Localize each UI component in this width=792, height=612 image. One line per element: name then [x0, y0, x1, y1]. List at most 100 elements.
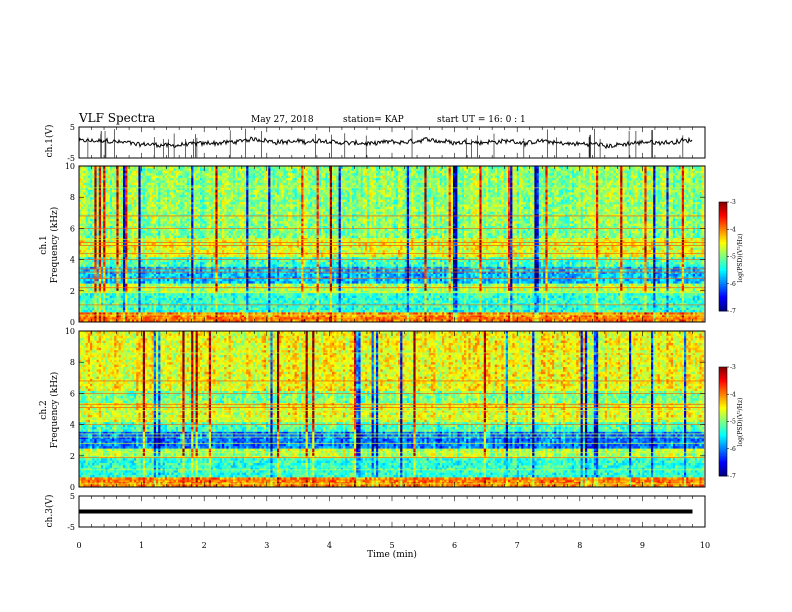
spectrogram-cell [105, 209, 108, 212]
spectrogram-cell [103, 308, 106, 311]
spectrogram-cell [99, 298, 102, 301]
spectrogram-cell [99, 176, 102, 179]
spectrogram-cell [94, 209, 97, 212]
spectrogram-cell [101, 200, 104, 203]
spectrogram-cell [103, 296, 106, 299]
spectrogram-cell [81, 216, 84, 219]
spectrogram-cell [90, 236, 93, 239]
spectrogram-cell [97, 279, 100, 282]
spectrogram-cell [97, 168, 100, 171]
spectrogram-cell [88, 197, 91, 200]
spectrogram-cell [94, 233, 97, 236]
spectrogram-cell [92, 209, 95, 212]
spectrogram-cell [92, 269, 95, 272]
spectrogram-cell [103, 293, 106, 296]
spectrogram-cell [92, 274, 95, 277]
spectrogram-cell [97, 180, 100, 183]
spectrogram-cell [94, 180, 97, 183]
spectrogram-cell [103, 248, 106, 251]
spectrogram-cell [81, 255, 84, 258]
spectrogram-cell [94, 195, 97, 198]
spectrogram-cell [105, 281, 108, 284]
spectrogram-cell [88, 178, 91, 181]
spectrogram-cell [99, 281, 102, 284]
spectrogram-cell [101, 243, 104, 246]
spectrogram-cell [97, 171, 100, 174]
spectrogram-cell [88, 180, 91, 183]
spectrogram-cell [88, 260, 91, 263]
spectrogram-cell [83, 233, 86, 236]
spectrogram-cell [86, 231, 89, 234]
spectrogram-cell [88, 300, 91, 303]
spectrogram-cell [99, 228, 102, 231]
spectrogram-cell [83, 178, 86, 181]
spectrogram-cell [105, 202, 108, 205]
spectrogram-cell [94, 262, 97, 265]
spectrogram-cell [90, 305, 93, 308]
spectrogram-cell [97, 190, 100, 193]
spectrogram-cell [88, 308, 91, 311]
spectrogram-cell [99, 308, 102, 311]
spectrogram-cell [92, 221, 95, 224]
spectrogram-cell [92, 310, 95, 313]
spectrogram-cell [103, 202, 106, 205]
spectrogram-cell [86, 288, 89, 291]
spectrogram-cell [83, 243, 86, 246]
spectrogram-cell [81, 197, 84, 200]
spectrogram-cell [81, 192, 84, 195]
spectrogram-cell [105, 298, 108, 301]
spectrogram-cell [90, 228, 93, 231]
spectrogram-cell [99, 200, 102, 203]
spectrogram-cell [105, 233, 108, 236]
spectrogram-cell [101, 202, 104, 205]
spectrogram-cell [90, 298, 93, 301]
spectrogram-cell [90, 221, 93, 224]
spectrogram-cell [88, 279, 91, 282]
spectrogram-cell [105, 190, 108, 193]
spectrogram-cell [105, 255, 108, 258]
spectrogram-cell [81, 300, 84, 303]
spectrogram-cell [105, 231, 108, 234]
spectrogram-cell [101, 296, 104, 299]
spectrogram-cell [86, 310, 89, 313]
spectrogram-cell [86, 260, 89, 263]
spectrogram-cell [83, 279, 86, 282]
spectrogram-cell [90, 269, 93, 272]
spectrogram-cell [103, 178, 106, 181]
spectrogram-cell [103, 176, 106, 179]
spectrogram-cell [101, 298, 104, 301]
spectrogram-cell [97, 308, 100, 311]
spectrogram-cell [88, 176, 91, 179]
spectrogram-cell [105, 197, 108, 200]
spectrogram-cell [101, 308, 104, 311]
spectrogram-cell [86, 221, 89, 224]
spectrogram-cell [81, 204, 84, 207]
spectrogram-cell [103, 212, 106, 215]
spectrogram-cell [83, 183, 86, 186]
spectrogram-cell [81, 310, 84, 313]
spectrogram-cell [90, 262, 93, 265]
spectrogram-cell [83, 308, 86, 311]
spectrogram-cell [99, 202, 102, 205]
spectrogram-cell [88, 171, 91, 174]
spectrogram-cell [99, 248, 102, 251]
spectrogram-cell [101, 262, 104, 265]
spectrogram-cell [103, 195, 106, 198]
spectrogram-cell [86, 173, 89, 176]
spectrogram-cell [103, 255, 106, 258]
spectrogram-cell [92, 212, 95, 215]
spectrogram-cell [94, 284, 97, 287]
spectrogram-cell [103, 228, 106, 231]
spectrogram-cell [92, 293, 95, 296]
spectrogram-cell [94, 224, 97, 227]
spectrogram-cell [81, 305, 84, 308]
spectrogram-cell [83, 204, 86, 207]
spectrogram-cell [81, 236, 84, 239]
spectrogram-cell [101, 178, 104, 181]
header-start-time: start UT = 16: 0 : 1 [437, 115, 526, 125]
spectrogram-cell [103, 224, 106, 227]
spectrogram-cell [108, 183, 111, 186]
spectrogram-cell [81, 190, 84, 193]
spectrogram-cell [81, 171, 84, 174]
spectrogram-cell [81, 183, 84, 186]
